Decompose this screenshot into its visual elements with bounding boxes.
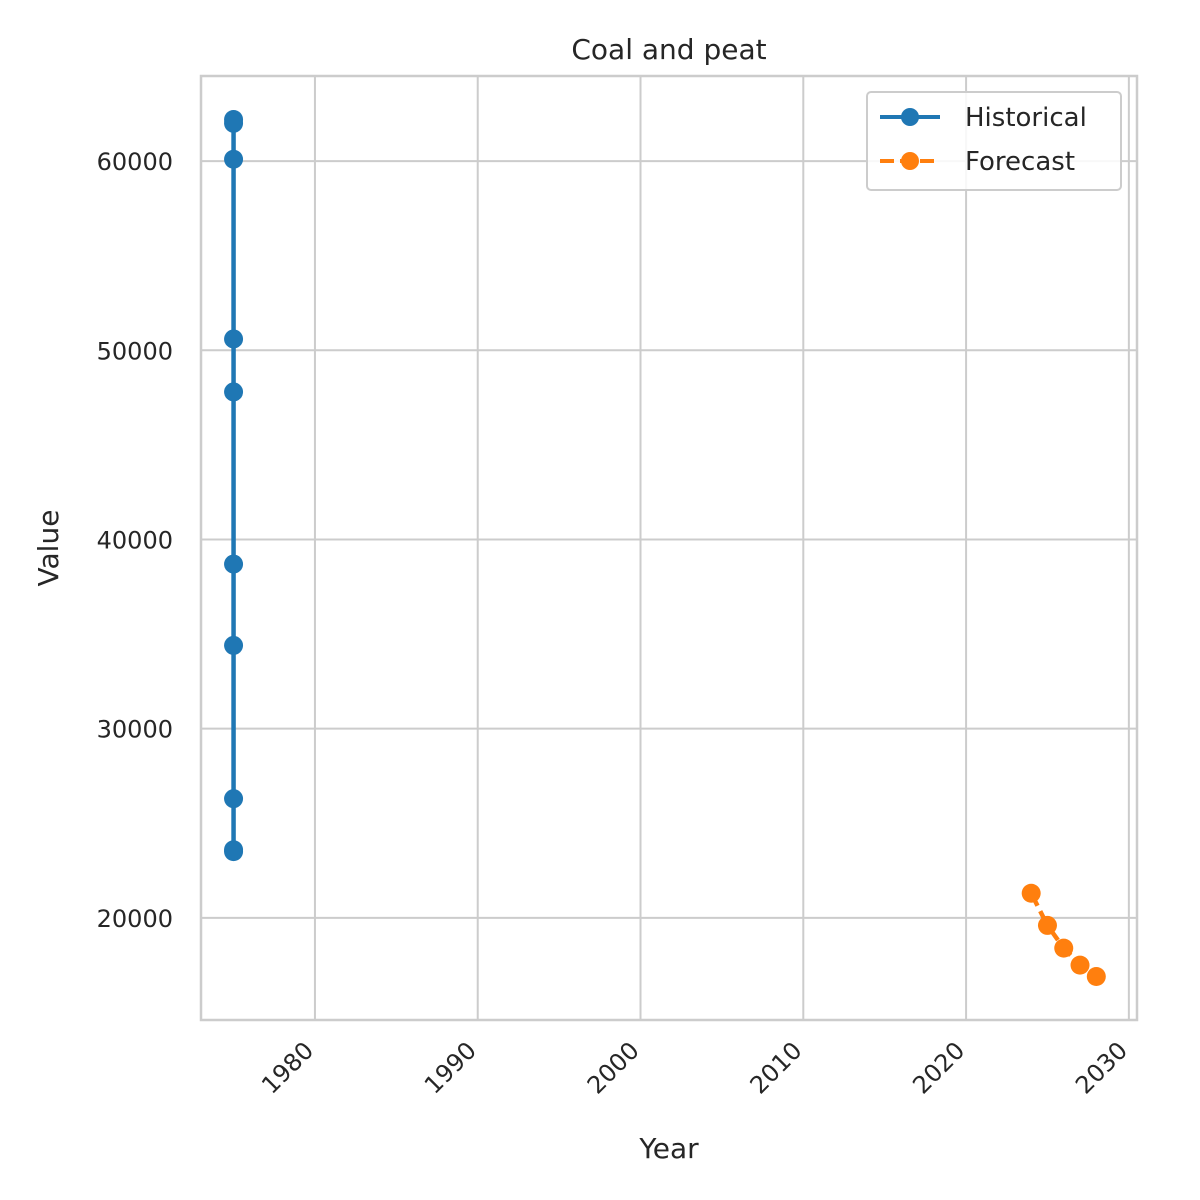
x-tick-label-2020: 2020 (907, 1036, 970, 1099)
x-tick-label-2000: 2000 (582, 1036, 645, 1099)
data-point-forecast-3 (1070, 955, 1090, 975)
y-tick-label-60000: 60000 (97, 148, 173, 176)
series-layer (224, 110, 1106, 986)
data-point-forecast-1 (1037, 915, 1057, 935)
data-point-forecast-4 (1086, 966, 1106, 986)
legend: Historical Forecast (866, 91, 1122, 191)
data-point-historical-9 (224, 840, 244, 860)
data-point-historical-2 (224, 149, 244, 169)
data-point-historical-3 (224, 329, 244, 349)
x-tick-label-2030: 2030 (1070, 1036, 1133, 1099)
data-point-historical-4 (224, 382, 244, 402)
y-tick-label-30000: 30000 (97, 716, 173, 744)
legend-marker-historical (901, 108, 919, 126)
chart-title: Coal and peat (571, 33, 766, 66)
x-axis-title: Year (638, 1132, 699, 1165)
plot-area (199, 74, 1139, 1022)
x-tick-label-2010: 2010 (745, 1036, 808, 1099)
data-point-forecast-2 (1054, 938, 1074, 958)
data-point-historical-7 (224, 789, 244, 809)
x-tick-label-1980: 1980 (256, 1036, 319, 1099)
grid (201, 76, 1137, 1020)
y-tick-label-20000: 20000 (97, 905, 173, 933)
legend-marker-forecast (901, 152, 919, 170)
data-point-historical-5 (224, 554, 244, 574)
legend-label-historical: Historical (965, 103, 1087, 133)
y-axis-title: Value (32, 510, 65, 587)
legend-label-forecast: Forecast (965, 147, 1075, 177)
data-point-historical-6 (224, 635, 244, 655)
y-tick-label-50000: 50000 (97, 337, 173, 365)
x-tick-label-1990: 1990 (419, 1036, 482, 1099)
data-point-forecast-0 (1021, 883, 1041, 903)
y-tick-label-40000: 40000 (97, 526, 173, 554)
data-point-historical-1 (224, 113, 244, 133)
